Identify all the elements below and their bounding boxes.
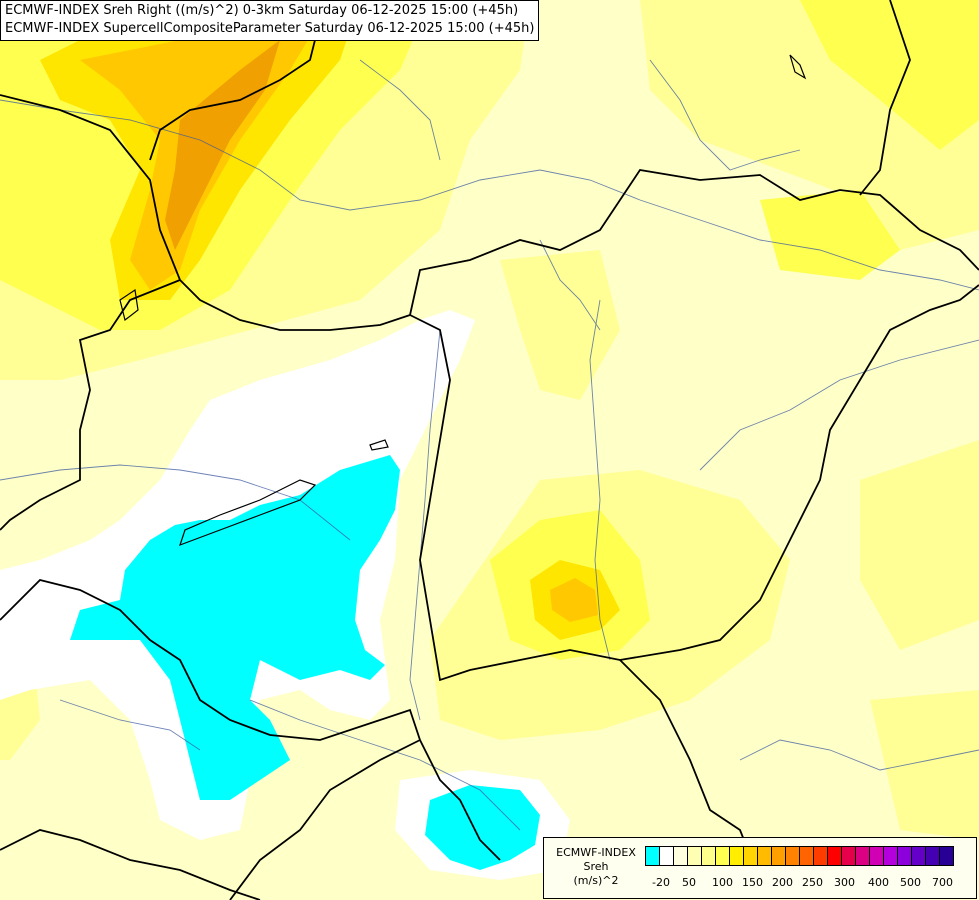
legend-swatch xyxy=(897,846,912,866)
legend-swatch xyxy=(659,846,674,866)
legend-swatch xyxy=(883,846,898,866)
legend-tick-label: 700 xyxy=(932,876,953,889)
lakes xyxy=(119,54,807,547)
rivers xyxy=(0,59,979,831)
legend-swatches xyxy=(645,846,954,866)
legend-swatch xyxy=(869,846,884,866)
legend-swatch xyxy=(645,846,660,866)
legend-tick-label: 300 xyxy=(834,876,855,889)
legend-tick-label: 50 xyxy=(682,876,696,889)
legend-swatch xyxy=(939,846,954,866)
legend-swatch xyxy=(827,846,842,866)
legend-swatch xyxy=(701,846,716,866)
legend-variable-label: Sreh xyxy=(583,860,609,873)
color-legend: ECMWF-INDEX Sreh (m/s)^2 -20 50 100 150 200 2… xyxy=(543,837,977,899)
legend-tick-label: 400 xyxy=(868,876,889,889)
legend-swatch xyxy=(673,846,688,866)
legend-name: ECMWF-INDEX Sreh (m/s)^2 xyxy=(550,846,642,888)
legend-tick-label: 200 xyxy=(772,876,793,889)
legend-tick-label: 500 xyxy=(900,876,921,889)
map-title-box: ECMWF-INDEX Sreh Right ((m/s)^2) 0-3km S… xyxy=(0,0,540,41)
legend-swatch xyxy=(757,846,772,866)
legend-swatch xyxy=(771,846,786,866)
legend-swatch xyxy=(687,846,702,866)
legend-swatch xyxy=(813,846,828,866)
legend-tick-label: 100 xyxy=(712,876,733,889)
legend-unit-label: (m/s)^2 xyxy=(573,874,619,887)
legend-swatch xyxy=(925,846,940,866)
legend-source-label: ECMWF-INDEX xyxy=(556,846,636,859)
legend-swatch xyxy=(729,846,744,866)
map-title-line-1: ECMWF-INDEX Sreh Right ((m/s)^2) 0-3km S… xyxy=(5,3,519,18)
shading-orange xyxy=(165,40,280,250)
legend-swatch xyxy=(715,846,730,866)
legend-swatch xyxy=(911,846,926,866)
map-title-line-2: ECMWF-INDEX SupercellCompositeParameter … xyxy=(5,21,535,36)
legend-ticks: -20 50 100 150 200 250 300 400 500 700 xyxy=(646,876,976,890)
legend-swatch xyxy=(799,846,814,866)
shading-cyan xyxy=(70,455,540,870)
legend-swatch xyxy=(743,846,758,866)
legend-tick-label: -20 xyxy=(652,876,670,889)
legend-tick-label: 150 xyxy=(742,876,763,889)
legend-swatch xyxy=(855,846,870,866)
legend-tick-label: 250 xyxy=(802,876,823,889)
legend-swatch xyxy=(841,846,856,866)
legend-swatch xyxy=(785,846,800,866)
